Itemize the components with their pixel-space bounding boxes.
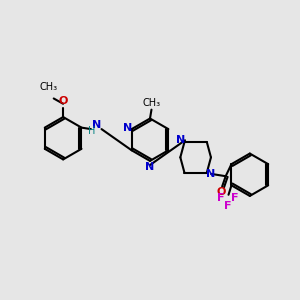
Text: O: O — [58, 96, 68, 106]
Text: F: F — [217, 193, 224, 203]
Text: N: N — [123, 123, 132, 133]
Text: F: F — [224, 201, 231, 211]
Text: CH₃: CH₃ — [40, 82, 58, 92]
Text: O: O — [217, 187, 226, 197]
Text: F: F — [231, 193, 239, 203]
Text: H: H — [88, 126, 95, 136]
Text: N: N — [176, 135, 185, 145]
Text: N: N — [206, 169, 216, 179]
Text: N: N — [92, 120, 101, 130]
Text: N: N — [145, 162, 154, 172]
Text: CH₃: CH₃ — [142, 98, 160, 108]
